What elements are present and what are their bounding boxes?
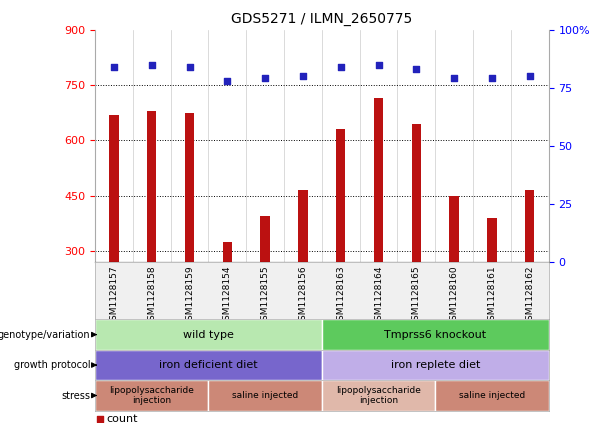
Bar — [487, 218, 497, 262]
Point — [298, 73, 308, 80]
Point — [185, 63, 194, 70]
Title: GDS5271 / ILMN_2650775: GDS5271 / ILMN_2650775 — [231, 12, 413, 26]
Text: GSM1128156: GSM1128156 — [299, 265, 308, 326]
Text: GSM1128163: GSM1128163 — [336, 265, 345, 326]
Bar — [435, 380, 549, 411]
Text: genotype/variation: genotype/variation — [0, 330, 91, 340]
Text: GSM1128158: GSM1128158 — [147, 265, 156, 326]
Point — [449, 75, 459, 82]
Text: GSM1128162: GSM1128162 — [525, 265, 535, 326]
Point — [260, 75, 270, 82]
Text: GSM1128165: GSM1128165 — [412, 265, 421, 326]
Bar — [109, 115, 119, 262]
Bar — [95, 319, 322, 350]
Bar — [322, 350, 549, 380]
Bar — [223, 242, 232, 262]
Text: wild type: wild type — [183, 330, 234, 340]
Point — [147, 61, 156, 68]
Point — [411, 66, 421, 73]
Text: GSM1128154: GSM1128154 — [223, 265, 232, 326]
Bar — [336, 129, 346, 262]
Bar — [322, 319, 549, 350]
Text: GSM1128157: GSM1128157 — [109, 265, 118, 326]
Bar — [411, 124, 421, 262]
Text: stress: stress — [61, 390, 91, 401]
Bar — [95, 350, 322, 380]
Text: iron deficient diet: iron deficient diet — [159, 360, 257, 370]
Bar — [147, 111, 156, 262]
Text: saline injected: saline injected — [459, 391, 525, 400]
Point — [94, 415, 104, 422]
Bar — [374, 98, 383, 262]
Text: GSM1128164: GSM1128164 — [374, 265, 383, 326]
Point — [109, 63, 119, 70]
Text: Tmprss6 knockout: Tmprss6 knockout — [384, 330, 486, 340]
Bar — [261, 216, 270, 262]
Text: GSM1128155: GSM1128155 — [261, 265, 270, 326]
Bar — [322, 380, 435, 411]
Text: count: count — [107, 414, 138, 423]
Text: lipopolysaccharide
injection: lipopolysaccharide injection — [336, 386, 421, 405]
Text: GSM1128161: GSM1128161 — [487, 265, 497, 326]
Point — [223, 77, 232, 84]
Bar — [185, 113, 194, 262]
Point — [487, 75, 497, 82]
Bar — [208, 380, 322, 411]
Text: growth protocol: growth protocol — [14, 360, 91, 370]
Text: lipopolysaccharide
injection: lipopolysaccharide injection — [109, 386, 194, 405]
Text: saline injected: saline injected — [232, 391, 299, 400]
Text: GSM1128159: GSM1128159 — [185, 265, 194, 326]
Text: iron replete diet: iron replete diet — [390, 360, 480, 370]
Text: GSM1128160: GSM1128160 — [449, 265, 459, 326]
Point — [525, 73, 535, 80]
Bar — [525, 190, 535, 262]
Bar — [449, 196, 459, 262]
Point — [373, 61, 384, 68]
Bar — [95, 380, 208, 411]
Point — [336, 63, 346, 70]
Bar — [298, 190, 308, 262]
